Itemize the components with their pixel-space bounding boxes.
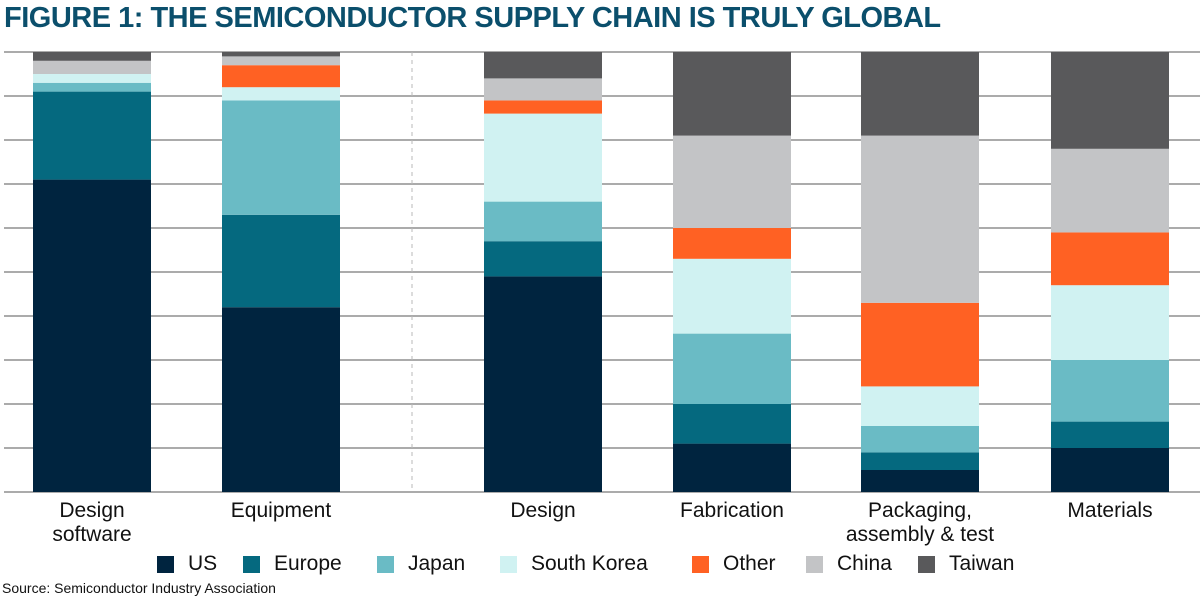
legend-item: South Korea [500, 549, 648, 579]
category-label: Design [510, 499, 575, 522]
legend-label: China [837, 552, 892, 575]
bar-segment-south-korea [1051, 285, 1169, 360]
bar-segment-south-korea [861, 386, 979, 426]
legend-swatch [243, 555, 260, 573]
bar-segment-south-korea [484, 113, 602, 202]
bar-segment-south-korea [222, 87, 340, 101]
legend-label: Japan [408, 552, 466, 575]
legend-item: Japan [377, 549, 465, 579]
bar-segment-china [861, 135, 979, 303]
bar-segment-taiwan [1051, 52, 1169, 149]
bar-segment-china [222, 56, 340, 66]
bar-segment-china [33, 60, 151, 74]
chart-title: FIGURE 1: THE SEMICONDUCTOR SUPPLY CHAIN… [4, 2, 941, 34]
legend-label: US [188, 552, 218, 575]
bar-segment-japan [33, 82, 151, 92]
legend-item: Other [692, 549, 776, 579]
legend-swatch [157, 555, 174, 573]
bar-segment-us [33, 179, 151, 492]
bar-segment-europe [222, 214, 340, 308]
bar-segment-taiwan [33, 52, 151, 61]
bar-segment-taiwan [484, 52, 602, 79]
bar-segment-europe [861, 452, 979, 470]
legend-label: Other [723, 552, 776, 575]
bar-segment-other [673, 228, 791, 259]
bar-segment-us [861, 470, 979, 492]
bar-segment-europe [1051, 421, 1169, 448]
bar-segment-us [484, 276, 602, 492]
bar-segment-taiwan [222, 52, 340, 57]
bar-segment-japan [222, 100, 340, 215]
bar-segment-japan [1051, 360, 1169, 422]
bar-segment-south-korea [33, 74, 151, 83]
bar-segment-us [222, 307, 340, 492]
legend: US Europe Japan South Korea Other China Taiwan [0, 549, 1200, 579]
legend-swatch [692, 555, 709, 573]
legend-label: Taiwan [949, 552, 1015, 575]
bar-segment-china [1051, 148, 1169, 233]
category-label: Design [59, 499, 124, 522]
legend-swatch [377, 555, 394, 573]
bar-segment-taiwan [673, 52, 791, 136]
bars [33, 52, 1169, 492]
bar-segment-japan [673, 333, 791, 404]
category-label: software [52, 523, 131, 546]
bar-segment-china [484, 78, 602, 101]
legend-item: US [157, 549, 217, 579]
legend-item: Taiwan [918, 549, 1014, 579]
legend-swatch [806, 555, 823, 573]
category-label: Equipment [231, 499, 332, 522]
legend-swatch [918, 555, 935, 573]
bar-segment-europe [673, 404, 791, 444]
legend-item: Europe [243, 549, 342, 579]
bar-segment-other [861, 302, 979, 387]
bar-segment-japan [484, 201, 602, 242]
bar-segment-japan [861, 426, 979, 453]
bar-segment-south-korea [673, 258, 791, 334]
category-label: Packaging, [868, 499, 972, 522]
bar-segment-taiwan [861, 52, 979, 136]
legend-item: China [806, 549, 892, 579]
bar-segment-other [222, 65, 340, 88]
legend-swatch [500, 555, 517, 573]
bar-segment-other [484, 100, 602, 114]
bar-segment-china [673, 135, 791, 228]
source-note: Source: Semiconductor Industry Associati… [2, 580, 276, 596]
category-label: Materials [1067, 499, 1152, 522]
bar-segment-other [1051, 232, 1169, 286]
bar-segment-europe [484, 241, 602, 277]
category-label: Fabrication [680, 499, 784, 522]
legend-label: South Korea [531, 552, 648, 575]
bar-segment-us [673, 443, 791, 492]
legend-label: Europe [274, 552, 342, 575]
bar-segment-us [1051, 448, 1169, 492]
bar-segment-europe [33, 91, 151, 180]
category-label: assembly & test [846, 523, 994, 546]
